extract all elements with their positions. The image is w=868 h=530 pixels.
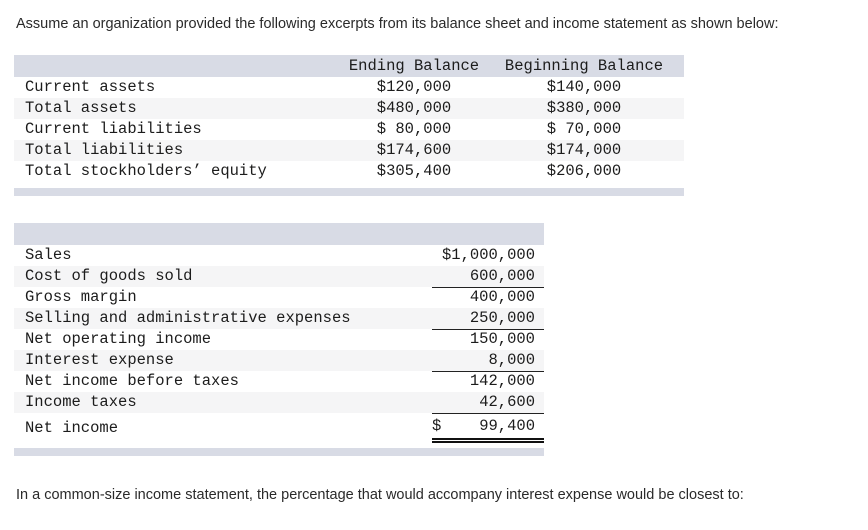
ending-balance-value: $480,000 xyxy=(376,99,452,117)
amount-value: 42,600 xyxy=(432,392,544,414)
row-label: Net operating income xyxy=(25,330,212,348)
beginning-balance-value: $206,000 xyxy=(546,162,622,180)
balance-sheet-footer-bar xyxy=(14,188,684,196)
table-row: Cost of goods sold 600,000 xyxy=(14,266,544,288)
table-row: Net income before taxes 142,000 xyxy=(14,371,544,392)
table-row: Net operating income 150,000 xyxy=(14,329,544,350)
balance-sheet-table: Ending Balance Beginning Balance Current… xyxy=(14,55,684,182)
ending-balance-value: $ 80,000 xyxy=(376,120,452,138)
table-row: Sales $1,000,000 xyxy=(14,245,544,266)
row-label: Gross margin xyxy=(25,288,137,306)
beginning-balance-value: $140,000 xyxy=(546,78,622,96)
table-row: Current assets $120,000 $140,000 xyxy=(14,77,684,98)
row-label: Total liabilities xyxy=(25,141,184,159)
row-label: Income taxes xyxy=(25,393,137,411)
row-label: Total assets xyxy=(25,99,137,117)
amount-value: 400,000 xyxy=(469,288,535,306)
amount-value: 250,000 xyxy=(432,308,544,330)
ending-balance-value: $120,000 xyxy=(376,78,452,96)
income-statement-header-bar xyxy=(14,223,544,245)
amount-value: 142,000 xyxy=(469,372,535,390)
beginning-balance-value: $380,000 xyxy=(546,99,622,117)
currency-symbol: $ xyxy=(432,416,442,435)
table-row: Gross margin 400,000 xyxy=(14,287,544,308)
ending-balance-value: $305,400 xyxy=(376,162,452,180)
beginning-balance-value: $ 70,000 xyxy=(546,120,622,138)
table-row: Total liabilities $174,600 $174,000 xyxy=(14,140,684,161)
table-row: Current liabilities $ 80,000 $ 70,000 xyxy=(14,119,684,140)
amount-value: $ 99,400 xyxy=(432,414,544,443)
table-row: Income taxes 42,600 xyxy=(14,392,544,414)
question-text: In a common-size income statement, the p… xyxy=(16,487,744,503)
amount-value: 600,000 xyxy=(432,266,544,288)
table-row: Interest expense 8,000 xyxy=(14,350,544,372)
amount-value: $1,000,000 xyxy=(441,246,535,264)
row-label: Cost of goods sold xyxy=(25,267,193,285)
column-header-ending-balance: Ending Balance xyxy=(348,57,480,75)
column-header-beginning-balance: Beginning Balance xyxy=(504,57,664,75)
row-label: Total stockholders’ equity xyxy=(25,162,267,180)
row-label: Net income before taxes xyxy=(25,372,239,390)
beginning-balance-value: $174,000 xyxy=(546,141,622,159)
row-label: Net income xyxy=(25,419,119,437)
income-statement-footer-bar xyxy=(14,448,544,456)
income-statement-table: Sales $1,000,000 Cost of goods sold 600,… xyxy=(14,223,544,443)
row-label: Sales xyxy=(25,246,72,264)
table-row: Selling and administrative expenses 250,… xyxy=(14,308,544,330)
exam-question-page: Assume an organization provided the foll… xyxy=(14,16,779,503)
table-row: Total assets $480,000 $380,000 xyxy=(14,98,684,119)
row-label: Selling and administrative expenses xyxy=(25,309,351,327)
amount-value: 8,000 xyxy=(432,350,544,372)
table-row-net-income: Net income $ 99,400 xyxy=(14,414,544,443)
amount-value: 150,000 xyxy=(469,330,535,348)
row-label: Current liabilities xyxy=(25,120,202,138)
balance-sheet-header-row: Ending Balance Beginning Balance xyxy=(14,55,684,77)
net-income-value: 99,400 xyxy=(479,416,535,435)
ending-balance-value: $174,600 xyxy=(376,141,452,159)
intro-text: Assume an organization provided the foll… xyxy=(16,16,779,32)
table-row: Total stockholders’ equity $305,400 $206… xyxy=(14,161,684,182)
row-label: Current assets xyxy=(25,78,156,96)
row-label: Interest expense xyxy=(25,351,174,369)
